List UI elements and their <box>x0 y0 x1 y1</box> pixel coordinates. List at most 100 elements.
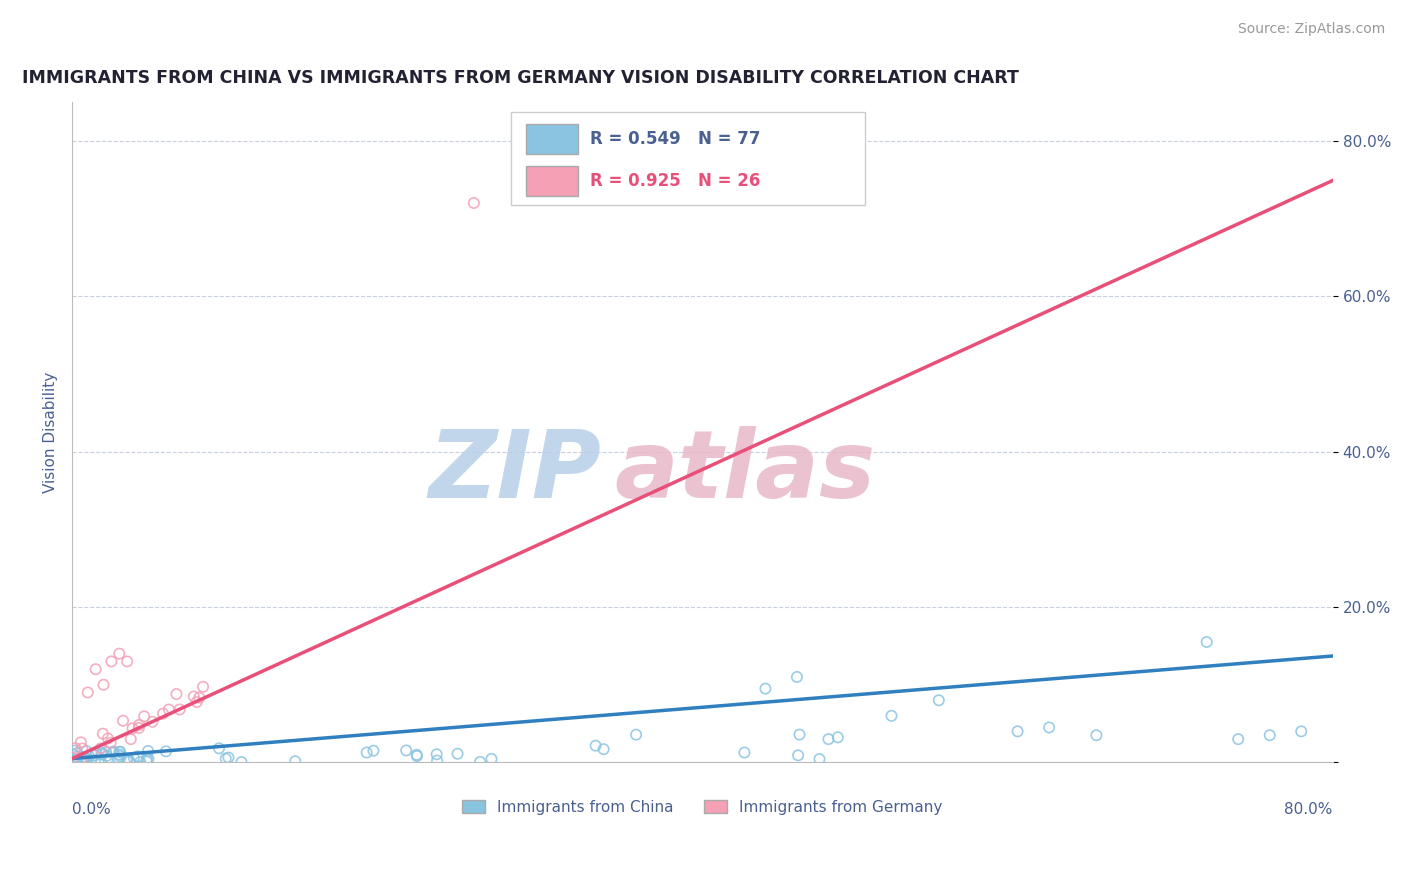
Point <box>157 702 180 716</box>
Point <box>141 714 163 729</box>
Point <box>426 754 449 768</box>
Point <box>97 751 120 765</box>
Text: R = 0.925: R = 0.925 <box>591 172 681 190</box>
Point <box>66 746 89 760</box>
Point <box>481 752 503 766</box>
Point <box>1085 728 1108 742</box>
Point <box>356 746 378 760</box>
Point <box>217 750 239 764</box>
Point <box>120 732 142 747</box>
Point <box>155 744 177 758</box>
Point <box>75 753 97 767</box>
Text: Source: ZipAtlas.com: Source: ZipAtlas.com <box>1237 22 1385 37</box>
Point <box>928 693 950 707</box>
Point <box>76 685 98 699</box>
Point <box>191 680 214 694</box>
Point <box>90 741 112 756</box>
Text: R = 0.549: R = 0.549 <box>591 130 681 148</box>
Point <box>134 709 156 723</box>
Point <box>72 755 94 769</box>
Point <box>186 695 208 709</box>
Point <box>90 755 112 769</box>
Text: N = 26: N = 26 <box>699 172 761 190</box>
Point <box>183 690 205 704</box>
Point <box>1227 732 1250 747</box>
Point <box>585 739 607 753</box>
Point <box>827 731 849 745</box>
Point <box>108 647 131 661</box>
Point <box>112 714 135 728</box>
Point <box>65 752 87 766</box>
Point <box>1007 724 1029 739</box>
Point <box>363 744 385 758</box>
Point <box>169 702 191 716</box>
Point <box>91 727 114 741</box>
Point <box>84 753 107 767</box>
Point <box>284 754 307 768</box>
Point <box>135 752 157 766</box>
Text: ZIP: ZIP <box>429 425 602 518</box>
Point <box>129 755 152 769</box>
Point <box>152 706 174 721</box>
Point <box>84 748 107 763</box>
Text: 0.0%: 0.0% <box>72 802 111 817</box>
Point <box>426 747 449 762</box>
Point <box>121 722 143 736</box>
Point <box>73 750 96 764</box>
Point <box>215 751 238 765</box>
Point <box>84 747 107 761</box>
Point <box>138 752 160 766</box>
Point <box>69 735 91 749</box>
Point <box>1195 635 1218 649</box>
Point <box>880 708 903 723</box>
Point <box>103 744 125 758</box>
Point <box>1258 728 1281 742</box>
Point <box>75 754 97 768</box>
Point <box>754 681 776 696</box>
Point <box>97 731 120 746</box>
Point <box>117 752 139 766</box>
Point <box>91 747 114 762</box>
Point <box>1291 724 1313 739</box>
Point <box>65 741 87 756</box>
Point <box>468 755 491 769</box>
Legend: Immigrants from China, Immigrants from Germany: Immigrants from China, Immigrants from G… <box>456 794 949 821</box>
Point <box>100 655 122 669</box>
Point <box>808 752 831 766</box>
Point <box>75 744 97 758</box>
Point <box>115 655 138 669</box>
Point <box>789 728 811 742</box>
Point <box>70 741 93 756</box>
Point <box>405 747 427 762</box>
Point <box>70 752 93 766</box>
Text: IMMIGRANTS FROM CHINA VS IMMIGRANTS FROM GERMANY VISION DISABILITY CORRELATION C: IMMIGRANTS FROM CHINA VS IMMIGRANTS FROM… <box>21 69 1018 87</box>
Point <box>108 745 131 759</box>
Point <box>110 745 132 759</box>
Point <box>62 747 84 762</box>
Y-axis label: Vision Disability: Vision Disability <box>44 372 58 492</box>
Point <box>65 749 87 764</box>
Point <box>101 746 124 760</box>
Point <box>395 743 418 757</box>
Point <box>463 196 485 211</box>
Point <box>96 748 118 763</box>
Point <box>108 747 131 762</box>
Point <box>108 749 131 764</box>
Point <box>122 751 145 765</box>
Point <box>787 748 810 763</box>
Point <box>135 755 157 769</box>
Point <box>84 662 107 676</box>
Point <box>733 746 755 760</box>
Point <box>128 718 150 732</box>
Point <box>63 743 86 757</box>
Text: 80.0%: 80.0% <box>1285 802 1333 817</box>
Point <box>90 746 112 760</box>
Point <box>786 670 808 684</box>
Point <box>115 754 138 768</box>
Text: N = 77: N = 77 <box>699 130 761 148</box>
Point <box>817 732 839 747</box>
Point <box>100 736 122 750</box>
Point <box>93 678 115 692</box>
Point <box>231 755 253 769</box>
Point <box>127 749 149 764</box>
